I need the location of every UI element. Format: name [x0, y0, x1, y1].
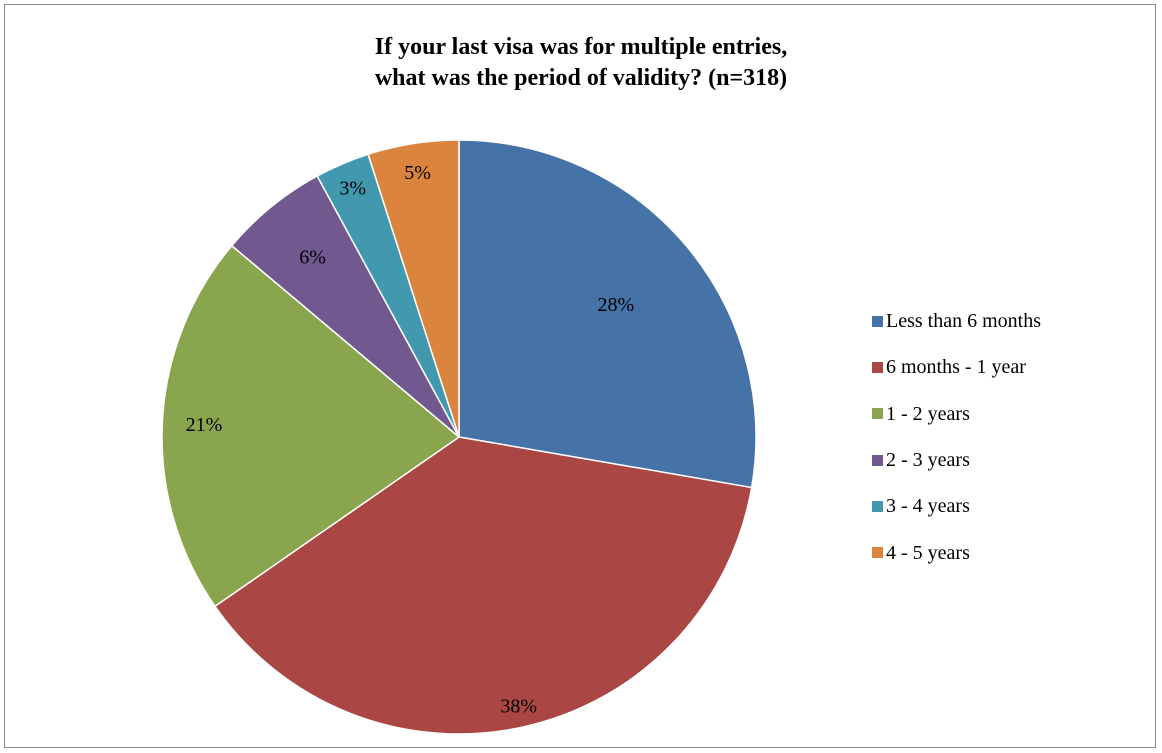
legend-label: 4 - 5 years: [886, 541, 970, 564]
data-label: 5%: [404, 162, 431, 184]
pie-slice-less-than-6-months: [458, 139, 757, 489]
pie-slice-6-months-1-year: [214, 436, 753, 735]
legend-swatch: [872, 361, 883, 373]
legend-item-3-4-years: 3 - 4 years: [872, 483, 1041, 529]
legend-item-2-3-years: 2 - 3 years: [872, 437, 1041, 483]
legend-item-1-2-years: 1 - 2 years: [872, 391, 1041, 437]
legend-label: 2 - 3 years: [886, 449, 970, 472]
data-label: 3%: [339, 178, 366, 200]
data-label: 28%: [597, 294, 634, 316]
data-label: 6%: [299, 247, 326, 269]
legend-item-6-months-1-year: 6 months - 1 year: [872, 344, 1041, 390]
chart-title-line-1: If your last visa was for multiple entri…: [374, 34, 788, 60]
chart-legend: Less than 6 months 6 months - 1 year 1 -…: [872, 310, 1041, 576]
data-label: 38%: [500, 696, 537, 718]
legend-label: 6 months - 1 year: [886, 356, 1026, 379]
legend-swatch: [872, 547, 883, 559]
legend-item-4-5-years: 4 - 5 years: [872, 529, 1041, 575]
chart-title-line-2: what was the period of validity? (n=318): [374, 65, 788, 91]
legend-label: 3 - 4 years: [886, 495, 970, 518]
pie-slice-4-5-years: [367, 139, 460, 438]
legend-swatch: [872, 454, 883, 466]
chart-title: If your last visa was for multiple entri…: [0, 32, 1162, 94]
pie-slice-1-2-years: [161, 244, 460, 608]
legend-label: Less than 6 months: [886, 310, 1041, 333]
data-label: 21%: [186, 414, 223, 436]
legend-item-less-than-6-months: Less than 6 months: [872, 298, 1041, 344]
legend-label: 1 - 2 years: [886, 402, 970, 425]
legend-swatch: [872, 408, 883, 420]
legend-swatch: [872, 315, 883, 327]
legend-swatch: [872, 500, 883, 512]
